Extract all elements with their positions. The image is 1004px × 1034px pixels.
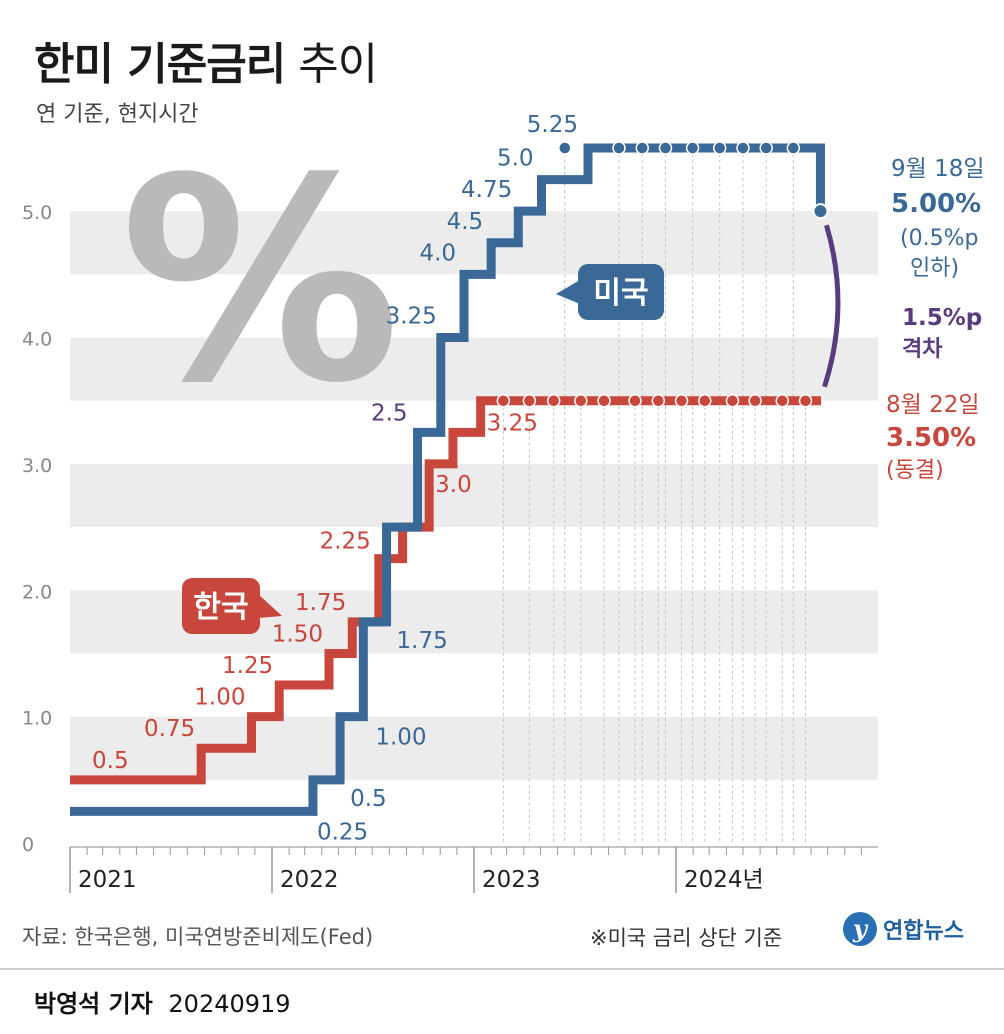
yonhap-logo: y 연합뉴스	[843, 912, 964, 946]
us-value-label: 5.0	[497, 146, 534, 172]
us-hold-point	[685, 141, 700, 155]
us-value-label: 3.25	[386, 304, 437, 330]
us-value-label: 1.75	[397, 628, 448, 654]
us-final-note: (0.5%p	[900, 226, 978, 251]
series-line-us	[70, 143, 825, 816]
x-tick-label: 2024년	[684, 867, 764, 893]
us-hold-point	[759, 141, 773, 155]
x-tick-label: 2023	[482, 867, 541, 893]
korea-value-label: 3.0	[435, 472, 472, 498]
us-hold-point	[712, 141, 727, 155]
us-value-label: 0.5	[350, 786, 387, 812]
y-tick-label: 0	[22, 834, 34, 856]
us-value-label: 2.5	[371, 400, 408, 426]
korea-hold-point	[496, 393, 511, 408]
yonhap-logo-text: 연합뉴스	[883, 919, 964, 944]
us-value-label: 4.5	[447, 209, 484, 235]
us-hold-point	[786, 141, 801, 155]
credit: 박영석 기자 20240919	[34, 984, 291, 1019]
korea-hold-point	[725, 393, 740, 408]
percent-symbol-icon: %	[120, 119, 401, 445]
korea-hold-point	[651, 393, 666, 408]
korea-hold-point	[546, 393, 561, 408]
us-series-callout-box	[578, 264, 664, 320]
korea-hold-point	[522, 393, 537, 408]
korea-hold-point	[597, 393, 611, 408]
korea-hold-point	[798, 393, 813, 408]
us-value-label: 4.75	[461, 177, 512, 203]
korea-value-label: 2.25	[320, 529, 371, 555]
footer-divider	[0, 968, 1004, 970]
title-bold: 한미 기준금리	[34, 39, 286, 90]
gap-bracket	[822, 224, 841, 388]
korea-series-callout: 한국	[182, 578, 282, 634]
y-tick-label: 5.0	[22, 202, 52, 224]
yonhap-logo-icon: y	[843, 912, 877, 946]
note-text: ※미국 금리 상단 기준	[590, 926, 783, 950]
us-hold-point	[635, 141, 649, 155]
us-hold-point	[612, 141, 626, 155]
gap-value: 1.5%p	[902, 305, 982, 331]
korea-value-label: 1.25	[222, 653, 273, 679]
grid-band	[70, 463, 878, 528]
x-tick-label: 2021	[78, 867, 137, 893]
y-tick-label: 3.0	[22, 455, 52, 477]
us-series-callout-label: 미국	[593, 276, 648, 311]
reporter-name: 박영석 기자	[34, 990, 153, 1018]
us-final-date: 9월 18일	[891, 156, 985, 182]
korea-value-label: 3.25	[487, 411, 538, 437]
korea-hold-point	[775, 393, 790, 408]
us-value-label: 5.25	[527, 112, 578, 138]
us-value-label: 1.00	[375, 725, 426, 751]
title-light: 추이	[298, 39, 378, 90]
korea-final-rate: 3.50%	[886, 423, 976, 453]
korea-series-callout-box	[182, 578, 260, 634]
page-subtitle: 연 기준, 현지시간	[36, 102, 199, 127]
korea-hold-point	[674, 393, 689, 408]
korea-hold-point	[574, 393, 588, 408]
korea-value-label: 1.00	[194, 685, 245, 711]
korea-value-label: 1.75	[295, 590, 346, 616]
korea-hold-point	[748, 393, 762, 408]
rate-chart: % 0 1.0 2.0 3.0 4.0 5.0 2021 2022 2023 2024년 0.5 0.7…	[22, 112, 985, 893]
korea-value-label: 0.5	[92, 748, 129, 774]
us-value-label: 0.25	[317, 819, 368, 845]
us-hold-point	[736, 141, 750, 155]
page-title: 한미 기준금리 추이	[34, 28, 378, 92]
korea-series-callout-tail	[258, 594, 282, 618]
us-final-rate: 5.00%	[891, 189, 981, 219]
us-hold-point	[558, 141, 572, 155]
korea-final-note: (동결)	[886, 458, 944, 483]
us-series-callout: 미국	[556, 264, 664, 320]
us-series-callout-tail	[556, 280, 580, 304]
korea-value-label: 1.50	[272, 621, 323, 647]
korea-series-callout-label: 한국	[193, 590, 248, 625]
us-hold-point	[658, 141, 673, 155]
y-tick-label: 4.0	[22, 329, 52, 351]
gap-label: 격차	[902, 337, 943, 362]
korea-hold-point	[628, 393, 642, 408]
publish-date: 20240919	[168, 990, 291, 1018]
source-text: 자료: 한국은행, 미국연방준비제도(Fed)	[22, 925, 374, 949]
x-tick-label: 2022	[280, 867, 339, 893]
y-tick-label: 1.0	[22, 708, 52, 730]
us-final-note-2: 인하)	[910, 256, 959, 281]
korea-final-date: 8월 22일	[886, 392, 980, 418]
y-tick-label: 2.0	[22, 581, 52, 603]
us-final-point	[812, 203, 829, 220]
korea-value-label: 0.75	[144, 716, 195, 742]
us-value-label: 4.0	[419, 240, 456, 266]
korea-hold-point	[698, 393, 712, 408]
